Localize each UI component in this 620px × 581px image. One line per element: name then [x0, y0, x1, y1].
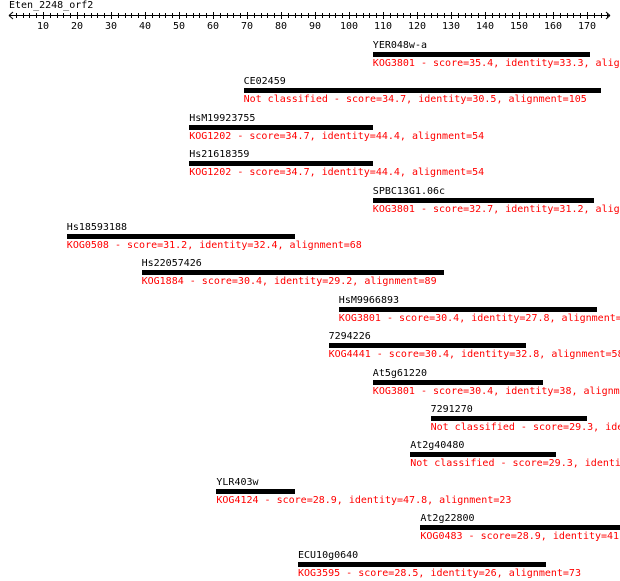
hit-name[interactable]: YER048w-a: [372, 40, 427, 51]
hit-bar[interactable]: [141, 270, 445, 276]
hit-name[interactable]: ECU10g0640: [298, 549, 359, 561]
hit-info[interactable]: KOG3801 - score=30.4, identity=38, align…: [372, 385, 620, 397]
hit-info[interactable]: Not classified - score=29.3, identity=30…: [410, 458, 620, 470]
axis-tick-label: 20: [70, 21, 84, 32]
hit-name[interactable]: At5g61220: [372, 367, 427, 379]
axis-tick-label: 150: [509, 21, 529, 32]
hit-bar[interactable]: [372, 197, 594, 203]
sequence-axis: [8, 11, 611, 20]
hit-info[interactable]: KOG4441 - score=30.4, identity=32.8, ali…: [328, 349, 620, 361]
hit-bar[interactable]: [410, 452, 557, 458]
axis-arrow-right-lower: [8, 15, 14, 20]
hit-bar[interactable]: [189, 124, 373, 130]
hit-info[interactable]: KOG1884 - score=30.4, identity=29.2, ali…: [141, 276, 437, 288]
hit-bar[interactable]: [420, 525, 620, 531]
hit-name[interactable]: At2g40480: [410, 440, 465, 452]
hit-name[interactable]: Hs22057426: [141, 258, 202, 270]
axis-tick-label: 140: [475, 21, 495, 32]
hit-bar[interactable]: [243, 88, 601, 94]
hit-name[interactable]: Hs21618359: [189, 149, 250, 161]
hit-name[interactable]: CE02459: [243, 76, 286, 88]
hit-bar[interactable]: [372, 379, 543, 385]
axis-tick-label: 130: [441, 21, 461, 32]
hit-info[interactable]: Not classified - score=34.7, identity=30…: [243, 94, 587, 106]
hit-name[interactable]: YLR403w: [216, 476, 259, 488]
axis-tick-label: 170: [577, 21, 597, 32]
axis-arrow-left: [8, 11, 14, 16]
hit-name[interactable]: 7291270: [430, 404, 473, 415]
axis-tick-label: 10: [36, 21, 50, 32]
hit-name[interactable]: HsM19923755: [189, 112, 256, 124]
hit-info[interactable]: KOG3801 - score=35.4, identity=33.3, ali…: [372, 58, 620, 69]
axis-tick-label: 160: [543, 21, 563, 32]
hit-bar[interactable]: [338, 306, 598, 312]
hit-info[interactable]: Not classified - score=29.3, identity=34…: [430, 422, 620, 433]
hit-info[interactable]: KOG1202 - score=34.7, identity=44.4, ali…: [189, 167, 485, 179]
axis-tick-label: 110: [373, 21, 393, 32]
hit-info[interactable]: KOG1202 - score=34.7, identity=44.4, ali…: [189, 130, 485, 142]
hit-info[interactable]: KOG3595 - score=28.5, identity=26, align…: [298, 567, 581, 579]
axis-tick-label: 90: [308, 21, 322, 32]
hit-name[interactable]: 7294226: [328, 331, 371, 343]
hit-bar[interactable]: [189, 161, 373, 167]
hit-info[interactable]: KOG0483 - score=28.9, identity=41.4, ali…: [420, 531, 620, 543]
axis-tick-label: 40: [138, 21, 152, 32]
axis-tick-label: 60: [206, 21, 220, 32]
hit-info[interactable]: KOG3801 - score=30.4, identity=27.8, ali…: [338, 312, 620, 324]
hit-bar[interactable]: [66, 234, 295, 239]
query-title: Eten_2248_orf2: [9, 0, 94, 11]
axis-tick-label: 80: [274, 21, 288, 32]
axis-tick-label: 100: [339, 21, 359, 32]
hit-name[interactable]: At2g22800: [420, 513, 475, 525]
hit-bar[interactable]: [328, 343, 526, 349]
hit-name[interactable]: Hs18593188: [66, 222, 128, 233]
hit-name[interactable]: HsM9966893: [338, 294, 400, 306]
hit-bar[interactable]: [298, 561, 547, 567]
hit-bar[interactable]: [372, 52, 591, 57]
hit-info[interactable]: KOG4124 - score=28.9, identity=47.8, ali…: [216, 494, 512, 506]
hit-info[interactable]: KOG0508 - score=31.2, identity=32.4, ali…: [66, 240, 362, 251]
hit-info[interactable]: KOG3801 - score=32.7, identity=31.2, ali…: [372, 203, 620, 215]
axis-tick-label: 30: [104, 21, 118, 32]
axis-tick-label: 70: [240, 21, 254, 32]
hit-bar[interactable]: [216, 488, 295, 494]
axis-tick-label: 120: [407, 21, 427, 32]
hit-bar[interactable]: [430, 416, 587, 421]
axis-tick-label: 50: [172, 21, 186, 32]
hit-name[interactable]: SPBC13G1.06c: [372, 185, 446, 197]
